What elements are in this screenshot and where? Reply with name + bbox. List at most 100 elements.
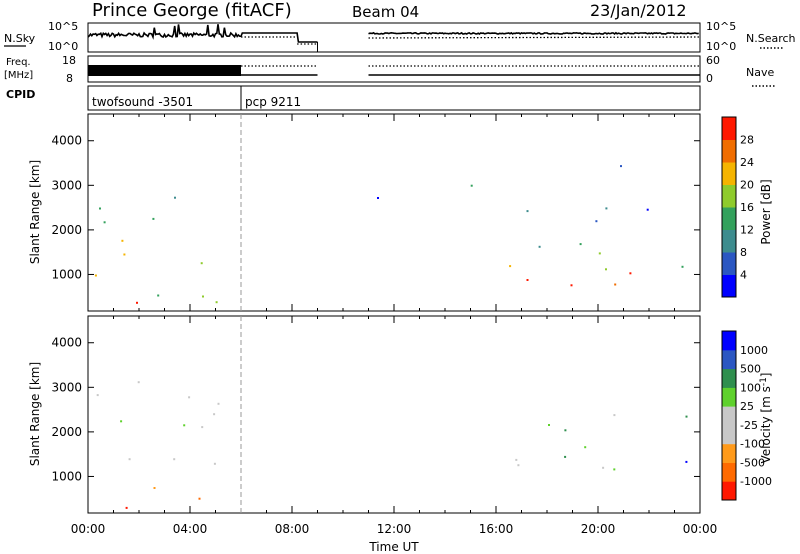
colorbar-tick-label: 12: [740, 224, 754, 237]
power-ylabel: Slant Range [km]: [28, 160, 42, 264]
nsky-label: N.Sky: [4, 32, 36, 45]
y-tick-label: 1000: [51, 267, 82, 281]
velocity-axis: 1000 2000 3000 4000: [51, 316, 701, 513]
range-cell: [128, 458, 131, 461]
y-tick-label: 1000: [51, 469, 82, 483]
colorbar-tick-label: 28: [740, 134, 754, 147]
range-cell: [517, 464, 520, 467]
freq-tick-top: 18: [62, 54, 76, 67]
range-cell: [526, 279, 529, 281]
power-colorbar-label: Power [dB]: [759, 179, 773, 244]
range-cell: [213, 413, 216, 416]
colorbar-tick-label: 4: [740, 269, 747, 282]
power-heatmap: [94, 165, 684, 304]
x-tick-label: 20:00: [581, 522, 616, 536]
nsky-line: [87, 24, 699, 43]
colorbar-segment: [722, 252, 736, 275]
colorbar-tick-label: 16: [740, 201, 754, 214]
range-cell: [602, 466, 605, 469]
y-tick-label: 4000: [51, 336, 82, 350]
colorbar-tick-label: -500: [740, 456, 765, 469]
velocity-panel: 1000 2000 3000 4000 Slant Range [km] 1000 50…: [28, 315, 773, 554]
range-cell: [564, 455, 567, 458]
range-cell: [685, 460, 688, 463]
colorbar-frame: [721, 330, 737, 501]
freq-alternating-block: [88, 65, 241, 76]
range-cell: [202, 295, 204, 298]
range-cell: [94, 274, 97, 277]
date-label: 23/Jan/2012: [590, 1, 687, 20]
range-cell: [136, 301, 138, 304]
range-cell: [96, 394, 99, 397]
range-cell: [125, 506, 128, 509]
colorbar-frame: [721, 116, 737, 298]
colorbar-segment: [722, 117, 736, 140]
range-cell: [188, 396, 191, 399]
freq-label: Freq.: [6, 57, 31, 68]
freq-series: [88, 65, 700, 76]
colorbar-segment: [722, 184, 736, 208]
colorbar-segment: [722, 387, 736, 407]
nsearch-line: [241, 36, 701, 45]
x-tick-label: 12:00: [377, 522, 412, 536]
colorbar-segment: [722, 229, 736, 253]
x-tick-labels: 00:00 04:00 08:00 12:00 16:00 20:00 00:00: [71, 522, 718, 536]
colorbar-tick-label: 24: [740, 156, 754, 169]
range-cell: [584, 446, 587, 449]
range-cell: [217, 402, 220, 405]
colorbar-tick-label: 8: [740, 246, 747, 259]
colorbar-tick-label: -25: [740, 419, 758, 432]
cpid-mode-label: pcp 9211: [245, 95, 301, 109]
range-cell: [103, 221, 106, 224]
cpid-mode-label: twofsound -3501: [92, 95, 193, 109]
cpid-label: CPID: [6, 88, 35, 101]
velocity-colorbar: 1000 500 100 25 -25 -100 -500 -1000: [721, 330, 772, 501]
colorbar-tick-label: 20: [740, 179, 754, 192]
colorbar-tick-label: -1000: [740, 475, 772, 488]
station-title: Prince George (fitACF): [92, 0, 292, 21]
range-cell: [515, 458, 518, 461]
colorbar-segment: [722, 481, 736, 501]
range-cell: [526, 210, 529, 213]
colorbar-segment: [722, 424, 736, 445]
range-cell: [99, 207, 101, 210]
range-cell: [595, 220, 598, 223]
range-cell: [183, 424, 186, 427]
nsky-series: [87, 24, 701, 52]
range-cell: [174, 196, 176, 199]
range-cell: [123, 253, 126, 256]
range-cell: [614, 283, 617, 286]
range-cell: [120, 420, 123, 423]
y-tick-label: 3000: [51, 178, 82, 192]
nsky-tick-bottom: 10^0: [48, 40, 78, 53]
range-cell: [213, 462, 216, 465]
freq-strip: Freq. [MHz] 18 8 60 0 Nave: [4, 54, 776, 87]
range-cell: [564, 429, 567, 432]
colorbar-tick-label: -100: [740, 438, 765, 451]
freq-unit: [MHz]: [4, 70, 33, 81]
velocity-heatmap: [96, 381, 688, 509]
colorbar-segment: [722, 406, 736, 426]
range-cell: [605, 268, 607, 271]
range-cell: [198, 497, 201, 500]
x-tick-label: 00:00: [683, 522, 718, 536]
range-cell: [152, 217, 155, 220]
colorbar-segment: [722, 368, 736, 388]
x-tick-label: 04:00: [173, 522, 208, 536]
power-colorbar: 28 24 20 16 12 8 4: [721, 116, 754, 298]
x-tick-label: 16:00: [479, 522, 514, 536]
power-panel: 1000 2000 3000 4000 Slant Range [km] 28 24 20…: [28, 113, 773, 312]
range-cell: [685, 415, 688, 418]
range-cell: [570, 284, 573, 287]
colorbar-segment: [722, 274, 736, 298]
range-cell: [137, 381, 140, 384]
colorbar-segment: [722, 139, 736, 163]
nsearch-tick-top: 10^5: [706, 20, 736, 33]
range-cell: [201, 426, 204, 429]
x-tick-label: 08:00: [275, 522, 310, 536]
range-cell: [121, 239, 124, 242]
range-cell: [377, 197, 379, 199]
x-axis-label: Time UT: [368, 540, 419, 554]
freq-tick-bottom: 8: [66, 72, 73, 85]
